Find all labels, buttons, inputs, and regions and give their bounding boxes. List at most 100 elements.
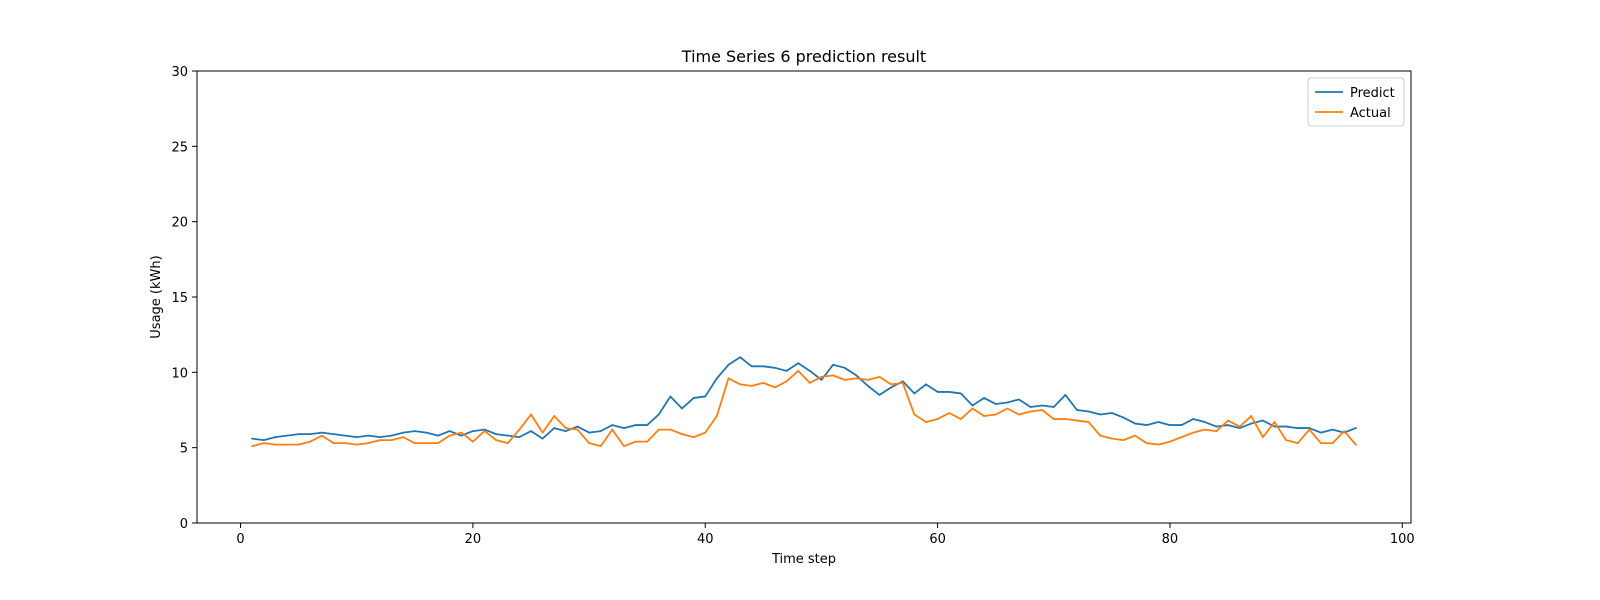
data-point-actual [832,374,834,377]
data-point-actual [925,421,927,423]
data-point-predict [1087,410,1090,413]
data-point-actual [715,415,718,417]
data-point-actual [448,434,451,437]
data-point-predict [390,434,393,437]
x-axis: 0 20 40 60 80 100 [236,523,1415,547]
data-point-predict [1157,421,1160,423]
data-point-predict [1145,424,1148,426]
data-point-actual [576,428,579,431]
plot-frame [196,70,1412,524]
data-point-actual [1261,436,1264,439]
data-point-predict [1261,419,1264,422]
data-point-predict [518,436,521,439]
data-point-actual [1157,443,1160,446]
data-point-predict [448,430,451,432]
data-point-predict [820,378,823,381]
data-point-actual [437,442,439,445]
data-point-actual [623,445,625,448]
data-point-predict [413,430,416,432]
data-point-actual [1099,434,1102,437]
data-point-actual [611,428,614,431]
data-point-predict [1041,404,1044,407]
data-point-predict [971,404,974,407]
data-point-predict [925,383,927,386]
data-point-actual [797,369,800,372]
data-point-actual [1227,419,1229,422]
data-point-actual [1145,442,1148,445]
data-point-actual [739,383,742,386]
data-point-predict [1006,401,1009,404]
data-point-actual [634,440,637,443]
x-tick-label: 100 [1390,532,1415,547]
data-point-actual [413,442,416,445]
data-point-actual [367,442,370,445]
data-point-actual [959,418,962,420]
data-point-actual [472,440,474,443]
data-point-actual [460,431,463,434]
data-point-actual [309,440,312,443]
data-point-actual [971,407,974,410]
data-point-actual [332,442,335,445]
data-point-actual [855,377,858,380]
data-point-predict [437,434,439,437]
data-point-actual [274,443,277,446]
data-point-predict [402,431,405,434]
data-point-predict [855,374,858,377]
data-point-actual [669,428,672,431]
data-point-actual [646,440,649,443]
data-point-actual [1180,436,1183,439]
series-line-actual [251,369,1357,448]
data-point-actual [1296,442,1299,445]
data-point-actual [843,378,846,381]
data-point-predict [1018,398,1020,401]
data-point-actual [1110,437,1113,440]
data-point-predict [564,430,567,432]
data-point-predict [843,366,846,369]
legend-label: Predict [1350,86,1395,101]
data-point-predict [750,365,753,368]
data-point-actual [1354,443,1357,446]
data-point-predict [634,424,637,426]
data-point-predict [1076,409,1078,411]
data-point-actual [1029,410,1032,413]
data-point-actual [1076,419,1078,422]
data-point-predict [425,431,428,434]
data-point-actual [1308,428,1311,431]
y-tick-label: 0 [180,517,188,532]
data-point-predict [541,437,544,440]
data-point-actual [1052,418,1055,420]
data-point-predict [994,403,997,405]
data-point-actual [553,415,556,417]
x-tick-label: 60 [929,532,946,547]
data-point-predict [1308,427,1311,429]
data-point-predict [506,434,509,437]
data-point-predict [646,424,649,426]
data-point-predict [1273,425,1276,428]
x-tick-label: 40 [697,532,714,547]
y-axis: 0 5 10 15 20 25 30 [171,65,197,532]
data-point-predict [1215,425,1218,428]
data-point-actual [866,378,869,381]
data-point-predict [866,384,869,387]
chart-title: Time Series 6 prediction result [681,47,926,66]
data-point-predict [774,366,776,369]
data-point-actual [402,436,405,439]
data-point-predict [681,407,683,410]
data-point-predict [576,425,579,428]
data-point-actual [483,430,486,432]
data-point-predict [355,436,358,439]
data-point-actual [1018,413,1020,416]
data-point-actual [355,443,358,446]
data-point-actual [286,443,288,446]
data-point-predict [483,428,486,431]
data-point-actual [774,386,776,389]
data-point-predict [936,391,939,393]
data-point-actual [878,375,881,378]
data-point-actual [495,439,498,442]
data-point-predict [913,392,916,395]
data-point-actual [1250,415,1253,417]
data-point-actual [1122,439,1125,442]
data-point-predict [1250,422,1253,425]
data-point-actual [390,439,393,442]
data-point-actual [1192,431,1195,434]
